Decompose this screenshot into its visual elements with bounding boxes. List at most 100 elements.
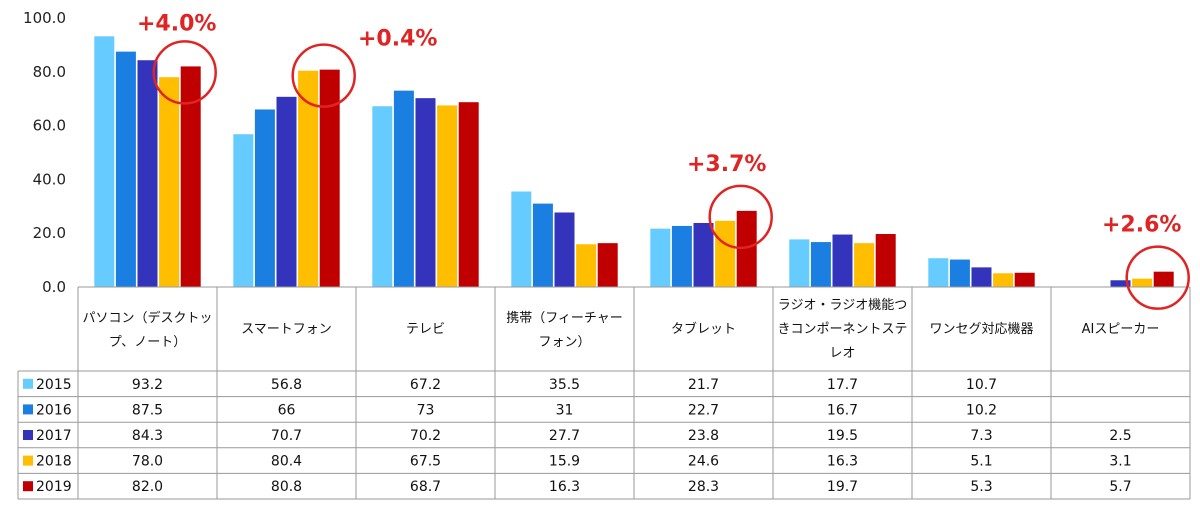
category-label: プ、ノート） — [109, 335, 187, 350]
bar-2017-4 — [693, 222, 714, 287]
data-label: 10.7 — [966, 377, 997, 393]
bar-2018-6 — [993, 273, 1014, 287]
data-label: 5.3 — [970, 479, 992, 495]
data-label: 5.7 — [1109, 479, 1131, 495]
bar-2019-3 — [597, 243, 618, 287]
bar-2018-2 — [437, 105, 458, 287]
legend-label: 2016 — [36, 402, 72, 418]
annotation-label: +4.0% — [137, 11, 216, 36]
legend-swatch-2019 — [23, 481, 33, 492]
bar-2016-6 — [949, 259, 970, 287]
bar-2019-1 — [319, 69, 340, 287]
data-label: 35.5 — [549, 377, 580, 393]
legend-swatch-2017 — [23, 430, 33, 440]
data-label: 10.2 — [966, 402, 997, 418]
bar-2016-2 — [393, 90, 414, 287]
data-label: 80.4 — [271, 454, 302, 470]
data-label: 17.7 — [827, 377, 858, 393]
annotation-label: +2.6% — [1102, 213, 1181, 238]
annotations: +4.0% +0.4% +3.7% +2.6% — [137, 11, 1190, 310]
y-tick-label: 60.0 — [33, 117, 66, 135]
bar-2015-0 — [94, 36, 115, 288]
data-label: 15.9 — [549, 454, 580, 470]
bar-2017-7 — [1110, 280, 1131, 287]
bar-2015-4 — [650, 228, 671, 287]
annotation-circle — [152, 40, 217, 105]
bar-2015-6 — [928, 258, 949, 287]
annotation-label: +0.4% — [358, 27, 437, 52]
data-label: 2.5 — [1109, 428, 1131, 444]
annotation-circle — [1125, 245, 1190, 310]
bar-2015-5 — [789, 239, 810, 287]
y-tick-label: 80.0 — [33, 63, 66, 81]
y-axis: 100.0 80.0 60.0 40.0 20.0 0.0 — [23, 9, 66, 296]
bar-2017-6 — [971, 267, 992, 287]
bar-2019-5 — [875, 234, 896, 287]
data-label: 22.7 — [688, 402, 719, 418]
annotation-circle — [291, 43, 356, 108]
data-label: 16.3 — [827, 454, 858, 470]
bar-2015-3 — [511, 191, 532, 287]
data-label: 70.2 — [410, 428, 441, 444]
y-tick-label: 100.0 — [23, 9, 66, 27]
bar-2017-3 — [554, 212, 575, 287]
category-label: AIスピーカー — [1082, 322, 1160, 337]
bar-2018-5 — [854, 243, 875, 287]
bar-2017-1 — [276, 96, 297, 287]
data-label: 7.3 — [970, 428, 992, 444]
bar-2017-0 — [137, 60, 158, 287]
data-label: 31 — [556, 402, 574, 418]
data-label: 82.0 — [132, 479, 163, 495]
data-label: 66 — [278, 402, 296, 418]
bar-2016-3 — [532, 203, 553, 287]
data-label: 16.7 — [827, 402, 858, 418]
bar-2019-2 — [458, 102, 479, 288]
bar-2016-4 — [671, 225, 692, 287]
legend-swatch-2018 — [23, 455, 33, 466]
data-label: 19.7 — [827, 479, 858, 495]
data-label: 16.3 — [549, 479, 580, 495]
bar-2018-4 — [715, 220, 736, 287]
data-label: 3.1 — [1109, 454, 1131, 470]
data-label: 80.8 — [271, 479, 302, 495]
category-label: タブレット — [671, 321, 736, 337]
category-label: レオ — [829, 346, 855, 361]
category-label: きコンポーネントステ — [777, 322, 907, 337]
category-label: 携帯（フィーチャー — [506, 310, 623, 326]
data-label: 67.2 — [410, 377, 441, 393]
data-label: 23.8 — [688, 428, 719, 444]
bar-2015-1 — [233, 134, 254, 287]
annotation-label: +3.7% — [687, 152, 766, 177]
bar-2016-5 — [810, 242, 831, 287]
data-label: 19.5 — [827, 428, 858, 444]
category-label: ワンセグ対応機器 — [929, 322, 1033, 337]
bar-2016-0 — [115, 51, 136, 287]
bar-2018-7 — [1132, 278, 1153, 287]
annotation-circle — [708, 184, 773, 250]
data-label: 56.8 — [271, 377, 302, 393]
y-tick-label: 40.0 — [33, 170, 66, 188]
bar-2019-4 — [736, 210, 757, 287]
data-label: 28.3 — [688, 479, 719, 495]
bar-2018-0 — [159, 77, 180, 288]
bar-2017-5 — [832, 234, 853, 287]
data-label: 78.0 — [132, 454, 163, 470]
category-label: スマートフォン — [241, 322, 332, 337]
y-tick-label: 0.0 — [42, 278, 66, 296]
data-label: 68.7 — [410, 479, 441, 495]
data-label: 70.7 — [271, 428, 302, 444]
legend-label: 2018 — [36, 454, 72, 470]
legend-swatch-2015 — [23, 378, 33, 389]
data-label: 67.5 — [410, 454, 441, 470]
data-label: 93.2 — [132, 377, 163, 393]
data-label: 27.7 — [549, 428, 580, 444]
category-label: パソコン（デスクトッ — [82, 310, 212, 326]
data-label: 21.7 — [688, 377, 719, 393]
legend-label: 2015 — [36, 377, 72, 393]
bar-2018-1 — [298, 70, 319, 287]
bars — [94, 36, 1174, 288]
bar-2018-3 — [576, 244, 597, 287]
bar-2019-7 — [1153, 271, 1174, 287]
